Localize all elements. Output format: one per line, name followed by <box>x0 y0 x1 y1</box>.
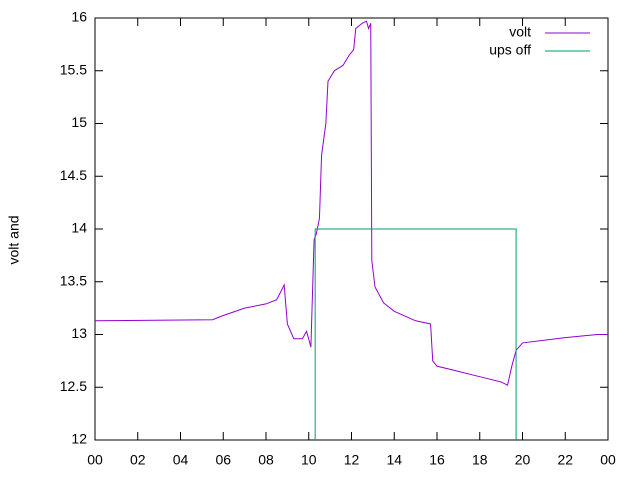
y-tick-label: 15.5 <box>60 61 87 77</box>
line-series <box>314 228 517 440</box>
x-tick-label: 14 <box>386 452 402 468</box>
y-tick-label: 12 <box>71 431 87 447</box>
legend-label: ups off <box>489 42 531 58</box>
y-tick-label: 14.5 <box>60 167 87 183</box>
x-tick-label: 04 <box>173 452 189 468</box>
x-tick-label: 22 <box>557 452 573 468</box>
y-tick-label: 13.5 <box>60 272 87 288</box>
x-tick-label: 02 <box>130 452 146 468</box>
x-tick-label: 08 <box>258 452 274 468</box>
legend-label: volt <box>509 24 531 40</box>
y-tick-label: 14 <box>71 220 87 236</box>
line-series <box>94 20 608 386</box>
x-tick-label: 10 <box>301 452 317 468</box>
y-axis-label: volt and <box>6 215 22 264</box>
x-tick-label: 12 <box>344 452 360 468</box>
y-tick-label: 15 <box>71 114 87 130</box>
x-tick-label: 20 <box>515 452 531 468</box>
x-tick-label: 00 <box>87 452 103 468</box>
y-tick-label: 13 <box>71 325 87 341</box>
x-tick-label: 18 <box>472 452 488 468</box>
x-tick-label: 06 <box>215 452 231 468</box>
x-tick-label: 00 <box>600 452 616 468</box>
x-tick-label: 16 <box>429 452 445 468</box>
y-tick-label: 16 <box>71 9 87 25</box>
y-tick-label: 12.5 <box>60 378 87 394</box>
